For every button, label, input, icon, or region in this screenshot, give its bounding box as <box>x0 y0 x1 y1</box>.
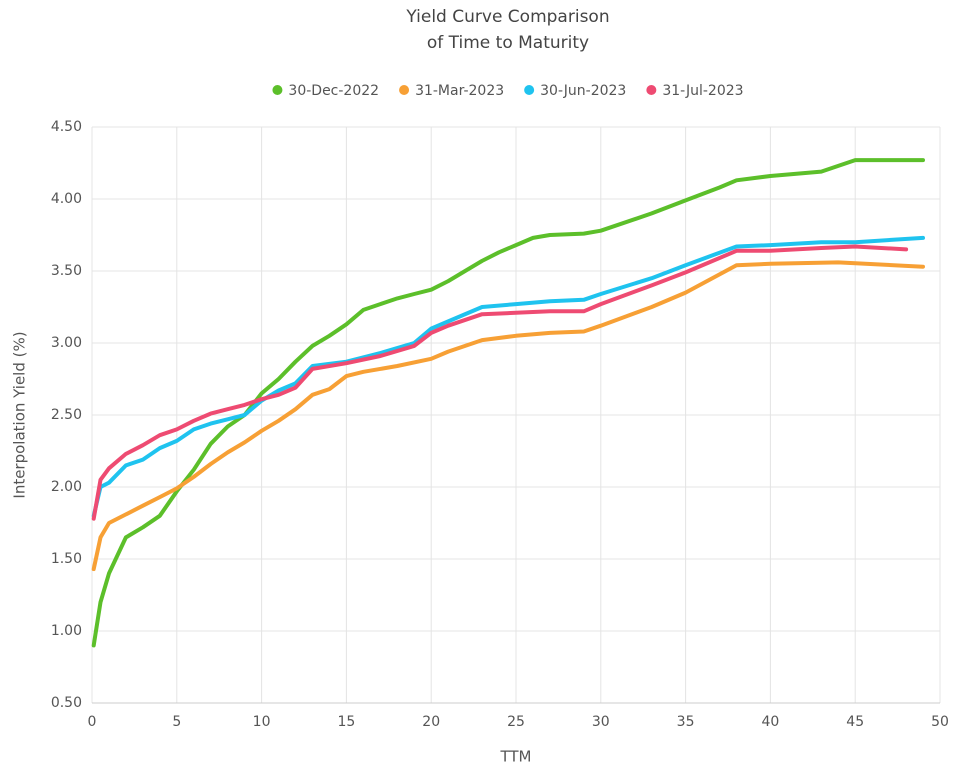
chart-title: Yield Curve Comparison <box>405 7 609 27</box>
y-tick-label: 1.00 <box>51 623 82 639</box>
x-tick-label: 30 <box>592 714 610 730</box>
chart-title: of Time to Maturity <box>427 33 589 53</box>
x-tick-label: 40 <box>761 714 779 730</box>
y-tick-label: 3.50 <box>51 263 82 279</box>
y-tick-label: 0.50 <box>51 695 82 711</box>
series-line <box>91 244 909 521</box>
y-tick-label: 1.50 <box>51 551 82 567</box>
series-line <box>91 158 925 648</box>
x-tick-label: 50 <box>931 714 949 730</box>
y-tick-label: 3.00 <box>51 335 82 351</box>
x-tick-label: 0 <box>88 714 97 730</box>
series-line <box>91 260 925 572</box>
legend-label: 31-Jul-2023 <box>662 83 743 99</box>
legend-label: 30-Dec-2022 <box>288 83 379 99</box>
y-tick-label: 2.00 <box>51 479 82 495</box>
x-axis-label: TTM <box>499 748 531 766</box>
legend-label: 31-Mar-2023 <box>415 83 504 99</box>
x-tick-label: 10 <box>253 714 271 730</box>
x-tick-label: 25 <box>507 714 525 730</box>
x-tick-label: 5 <box>172 714 181 730</box>
legend-marker <box>272 85 283 95</box>
y-axis-label: Interpolation Yield (%) <box>11 331 29 498</box>
legend-label: 30-Jun-2023 <box>540 83 626 99</box>
y-tick-label: 4.00 <box>51 191 82 207</box>
series-line <box>91 235 925 518</box>
x-tick-label: 45 <box>846 714 864 730</box>
y-tick-label: 4.50 <box>51 119 82 135</box>
legend-marker <box>646 85 657 95</box>
x-tick-label: 35 <box>677 714 695 730</box>
x-tick-label: 20 <box>422 714 440 730</box>
x-tick-label: 15 <box>337 714 355 730</box>
y-tick-label: 2.50 <box>51 407 82 423</box>
legend-marker <box>524 85 535 95</box>
legend-marker <box>399 85 410 95</box>
